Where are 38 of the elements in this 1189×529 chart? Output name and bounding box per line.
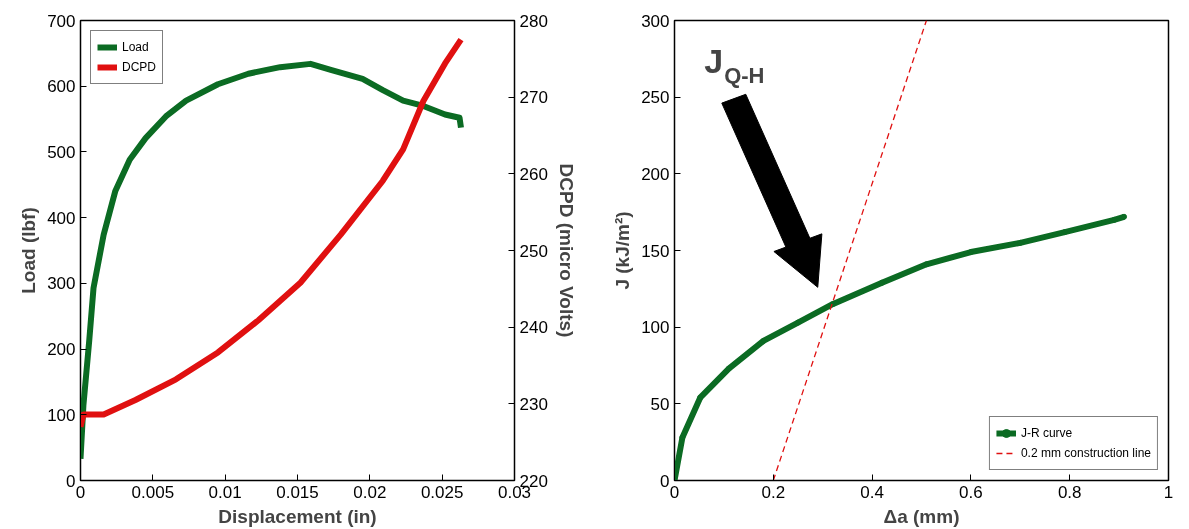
- y-tick-label: 50: [650, 394, 670, 414]
- y-axis-title: J (kJ/m²): [612, 211, 634, 290]
- legend-label: Load: [122, 40, 149, 54]
- y-tick-label: 150: [641, 241, 670, 261]
- y-tick-label: 400: [47, 208, 76, 228]
- y2-tick-label: 240: [519, 318, 548, 338]
- y2-tick-label: 270: [519, 88, 548, 108]
- y-tick-label: 250: [641, 88, 670, 108]
- y-tick-label: 700: [47, 11, 76, 31]
- y2-tick-label: 260: [519, 164, 548, 184]
- y-tick-label: 100: [47, 405, 76, 425]
- y-tick-label: 200: [47, 340, 76, 360]
- x-tick-label: 0.015: [276, 482, 319, 502]
- y-tick-label: 600: [47, 77, 76, 97]
- x-axis-title: Δa (mm): [883, 505, 960, 527]
- x-tick-label: 0.4: [860, 482, 884, 502]
- y-tick-label: 300: [47, 274, 76, 294]
- y2-tick-label: 280: [519, 11, 548, 31]
- y-tick-label: 300: [641, 11, 670, 31]
- y2-axis-title: DCPD (micro Volts): [555, 163, 577, 338]
- x-tick-label: 0.005: [131, 482, 175, 502]
- y-tick-label: 200: [641, 164, 670, 184]
- legend-label: 0.2 mm construction line: [1020, 446, 1151, 460]
- x-tick-label: 0.6: [959, 482, 983, 502]
- y-tick-label: 500: [47, 142, 76, 162]
- y-axis-title: Load (lbf): [18, 207, 40, 294]
- x-axis-title: Displacement (in): [218, 505, 377, 527]
- x-tick-label: 0.8: [1057, 482, 1082, 502]
- x-tick-label: 1: [1163, 482, 1174, 502]
- x-tick-label: 0.2: [761, 482, 786, 502]
- y-tick-label: 100: [641, 318, 670, 338]
- y2-tick-label: 230: [519, 394, 548, 414]
- legend-label: J-R curve: [1020, 426, 1073, 440]
- legend-label: DCPD: [122, 60, 157, 74]
- y2-tick-label: 250: [519, 241, 548, 261]
- x-tick-label: 0.01: [208, 482, 242, 502]
- x-tick-label: 0.025: [420, 482, 464, 502]
- x-tick-label: 0.02: [353, 482, 387, 502]
